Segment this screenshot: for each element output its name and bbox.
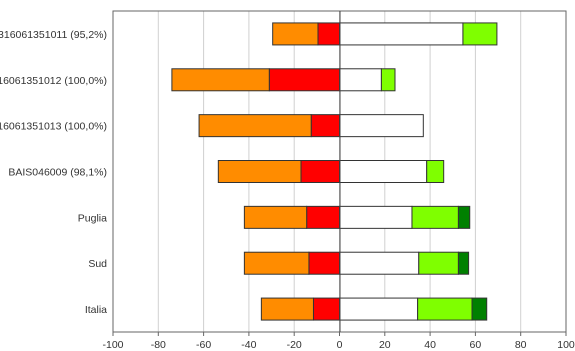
category-labels: 316061351011 (95,2%) 316061351012 (100,0%…: [0, 29, 107, 316]
bar-segment: [306, 205, 340, 229]
x-tick-label: 80: [515, 339, 527, 351]
x-tick-label: -20: [287, 339, 302, 351]
bar-segment: [457, 205, 471, 229]
bars: [171, 22, 498, 321]
category-label: 316061351012 (100,0%): [0, 75, 107, 87]
bar-segment: [471, 297, 488, 321]
x-tick-label: 100: [557, 339, 575, 351]
bar-segment: [462, 22, 498, 46]
bar-segment: [217, 160, 302, 183]
x-tick-label: -60: [196, 339, 211, 351]
x-tick-label: -100: [102, 339, 123, 351]
bar-segment: [243, 205, 308, 229]
bar-segment: [268, 68, 340, 92]
bar-segment: [411, 205, 459, 229]
x-tick-label: 0: [337, 339, 343, 351]
bar-segment: [339, 114, 424, 138]
bar-segment: [339, 205, 413, 229]
category-label: BAIS046009 (98,1%): [8, 167, 107, 179]
x-axis-ticks: -100 -80 -60 -40 -20 0 20 40 60 80 100: [102, 332, 575, 351]
bar-segment: [272, 22, 319, 46]
category-label: Puglia: [78, 212, 107, 224]
x-tick-label: 60: [470, 339, 482, 351]
category-label: 316061351011 (95,2%): [0, 29, 107, 41]
category-label: Sud: [88, 258, 107, 270]
bar-segment: [418, 251, 459, 275]
x-tick-label: 40: [424, 339, 436, 351]
bar-segment: [339, 297, 419, 321]
bar-segment: [260, 297, 314, 321]
x-tick-label: -80: [151, 339, 166, 351]
bar-segment: [198, 114, 312, 138]
bar-segment: [312, 297, 341, 321]
bar-segment: [339, 68, 382, 92]
bar-segment: [310, 114, 340, 138]
bar-segment: [417, 297, 473, 321]
bar-segment: [457, 251, 470, 275]
bar-segment: [308, 251, 340, 275]
bar-segment: [243, 251, 310, 275]
x-tick-label: 20: [379, 339, 391, 351]
bar-segment: [300, 160, 340, 183]
category-label: Italia: [85, 304, 107, 316]
bar-segment: [171, 68, 270, 92]
bar-segment: [317, 22, 341, 46]
category-label: 316061351013 (100,0%): [0, 121, 107, 133]
bar-segment: [339, 251, 420, 275]
x-tick-label: -40: [241, 339, 256, 351]
bar-segment: [426, 160, 445, 183]
bar-segment: [339, 160, 428, 183]
bar-segment: [339, 22, 464, 46]
bar-segment: [380, 68, 396, 92]
